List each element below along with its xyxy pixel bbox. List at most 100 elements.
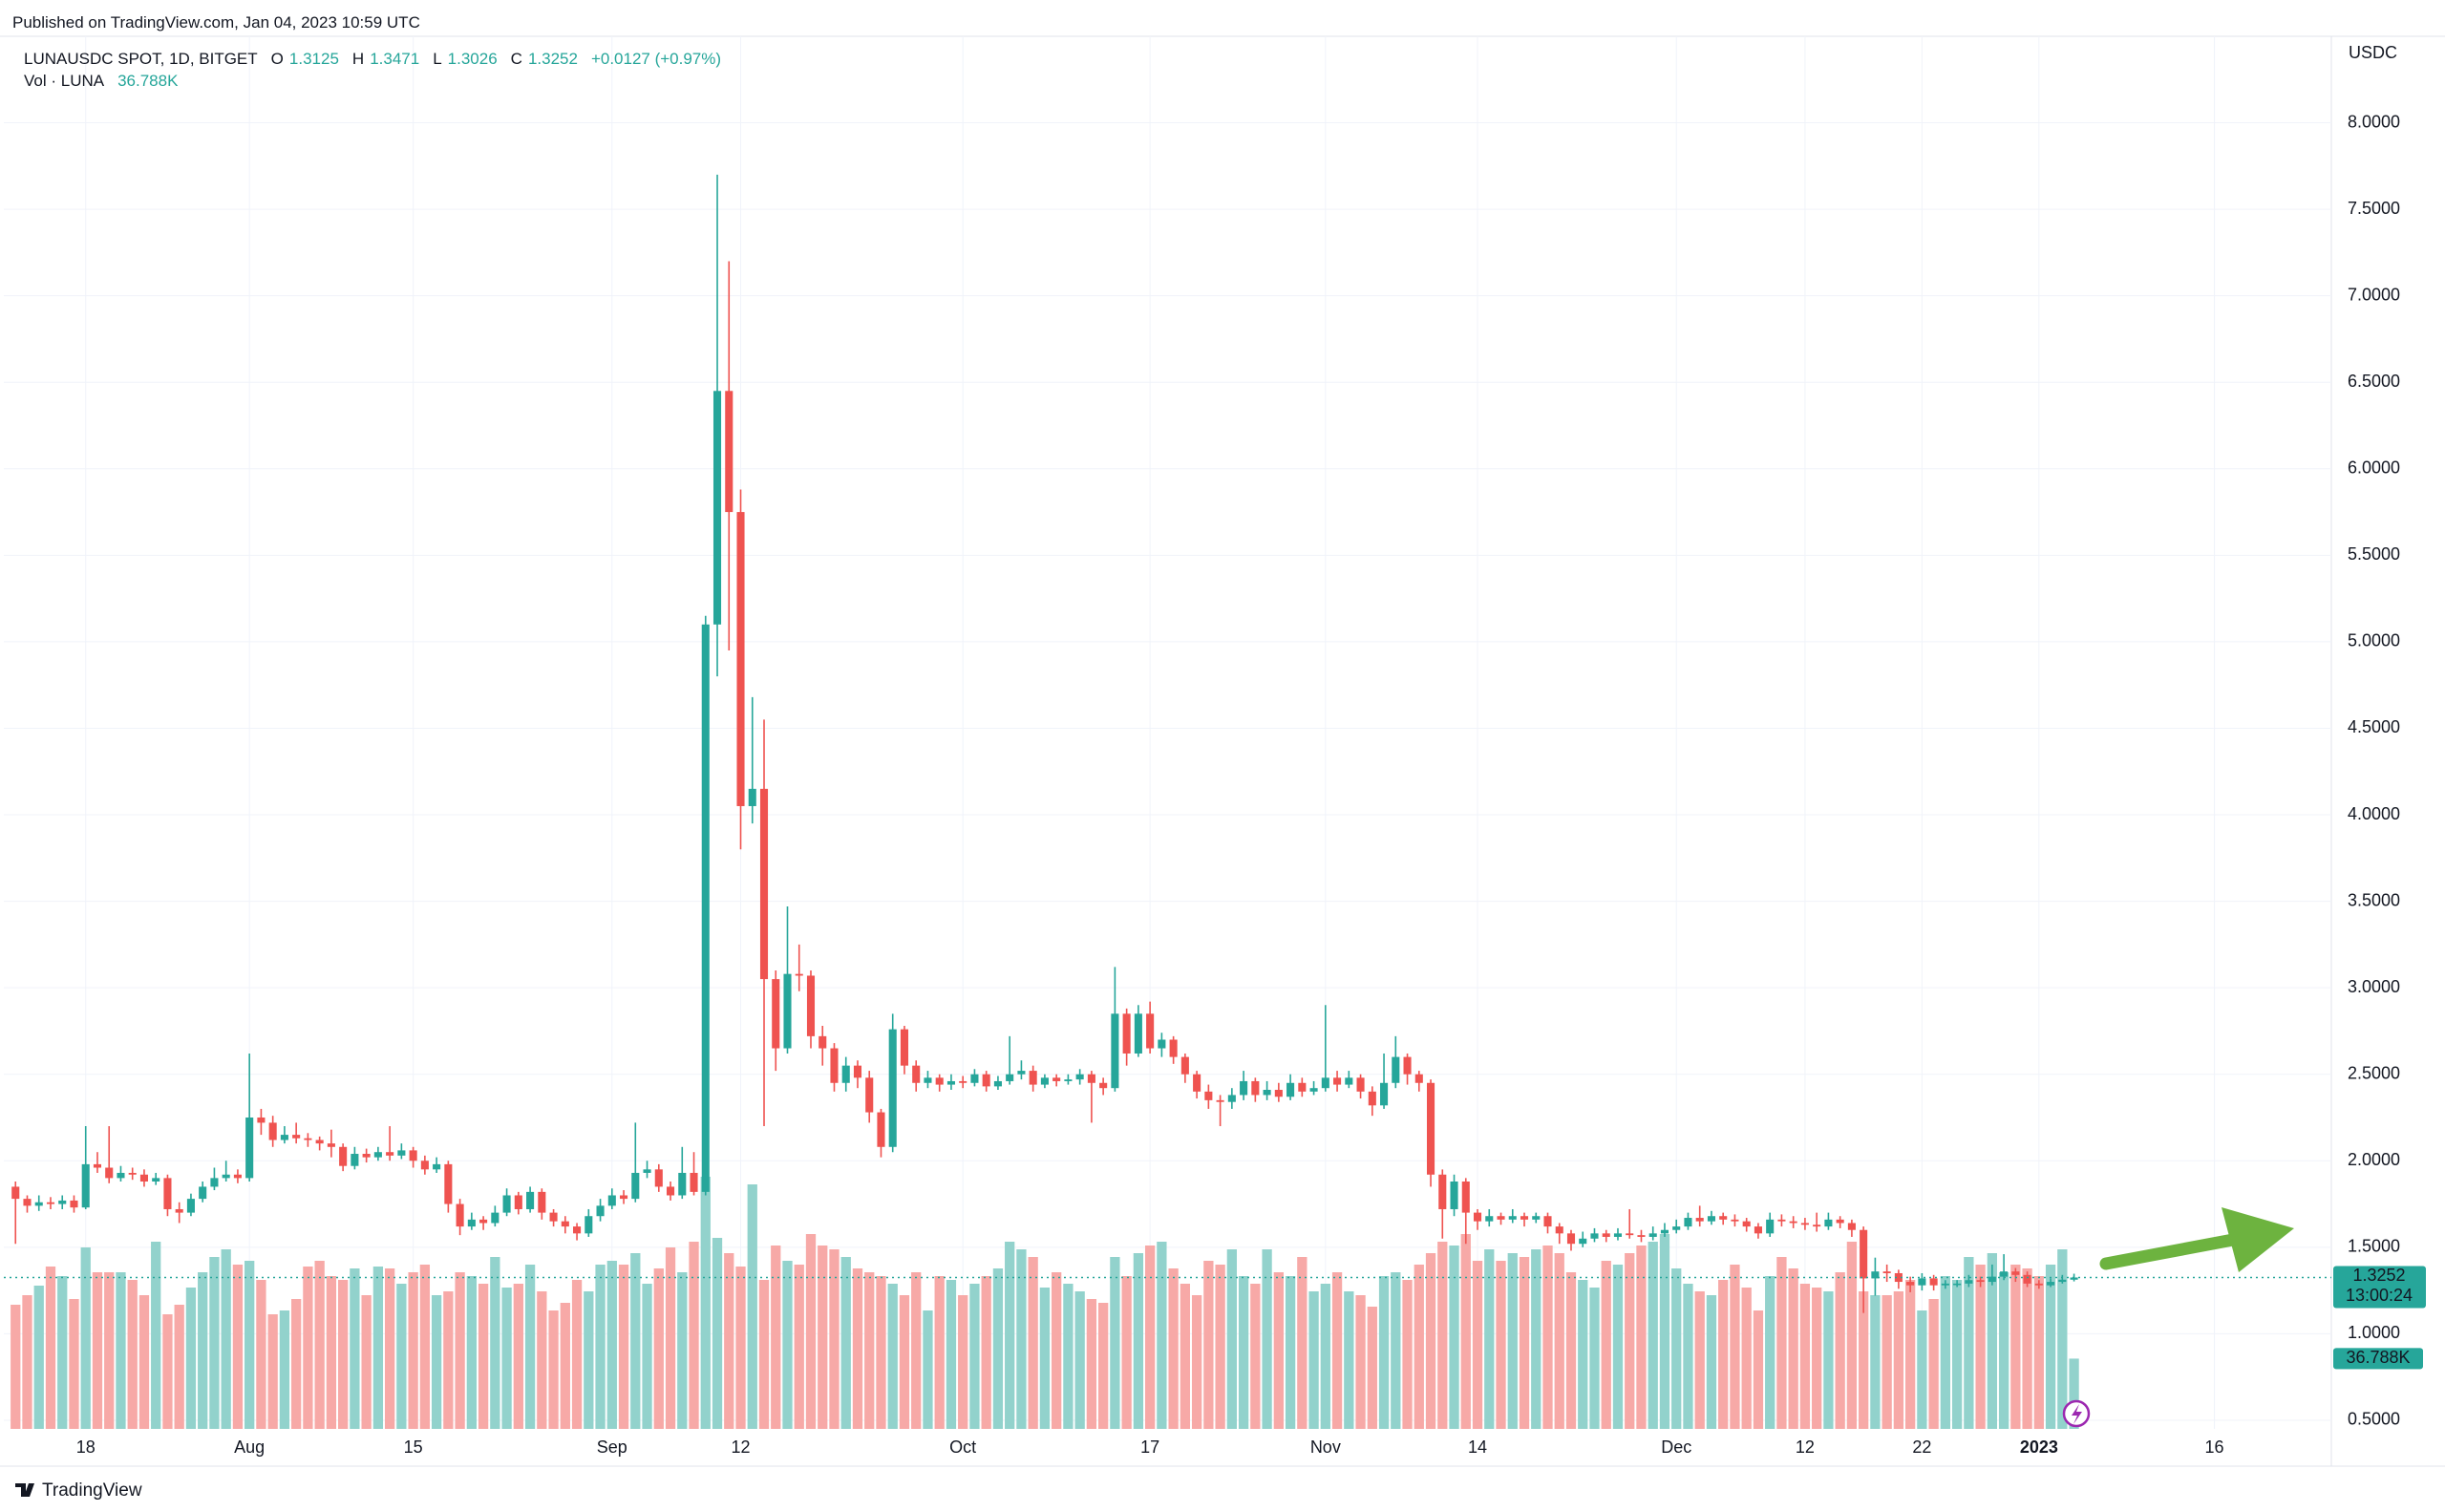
candle-body bbox=[2011, 1271, 2020, 1275]
candle-body bbox=[117, 1172, 125, 1179]
x-tick-label: 18 bbox=[76, 1437, 96, 1457]
volume-badge-label: 36.788K bbox=[2346, 1348, 2410, 1367]
volume-bar bbox=[303, 1267, 313, 1429]
candle-body bbox=[1508, 1216, 1517, 1220]
candle-body bbox=[292, 1135, 301, 1139]
volume-bar bbox=[1355, 1295, 1366, 1429]
candle-body bbox=[327, 1143, 335, 1147]
volume-bar bbox=[1578, 1280, 1588, 1429]
candle-body bbox=[1321, 1077, 1329, 1089]
volume-bar bbox=[1180, 1284, 1191, 1429]
candle-body bbox=[1637, 1235, 1646, 1237]
candle-body bbox=[1497, 1216, 1505, 1220]
volume-bar bbox=[1835, 1272, 1845, 1429]
volume-bar bbox=[1975, 1265, 1986, 1429]
volume-bar bbox=[911, 1272, 922, 1429]
candle-body bbox=[163, 1178, 172, 1209]
candle-body bbox=[514, 1195, 522, 1209]
x-tick-label: 17 bbox=[1140, 1437, 1159, 1457]
candle-body bbox=[946, 1080, 955, 1085]
volume-bar bbox=[443, 1291, 454, 1429]
volume-bar bbox=[232, 1265, 244, 1429]
candle-body bbox=[1087, 1074, 1095, 1083]
candle-body bbox=[502, 1195, 511, 1213]
volume-bar bbox=[876, 1276, 886, 1429]
published: Published on TradingView.com, Jan 04, 20… bbox=[12, 13, 420, 32]
volume-bar bbox=[455, 1272, 465, 1429]
candle-body bbox=[1392, 1056, 1400, 1083]
vol-name: Vol · LUNA bbox=[24, 72, 105, 90]
candle-body bbox=[935, 1077, 944, 1085]
volume-pane bbox=[11, 1177, 2079, 1429]
candle-body bbox=[1368, 1091, 1376, 1106]
candle-body bbox=[2023, 1274, 2031, 1284]
volume-bar bbox=[818, 1246, 828, 1429]
candle-body bbox=[409, 1150, 417, 1161]
volume-bar bbox=[1882, 1295, 1892, 1429]
volume-bar bbox=[174, 1305, 184, 1429]
candle-body bbox=[1040, 1077, 1049, 1085]
volume-bar bbox=[1648, 1242, 1658, 1429]
volume-bar bbox=[1063, 1284, 1074, 1429]
volume-bar bbox=[267, 1314, 278, 1429]
volume-bar bbox=[1589, 1288, 1600, 1429]
volume-bar bbox=[712, 1238, 723, 1429]
candle-body bbox=[1555, 1226, 1563, 1234]
y-tick-label: 3.5000 bbox=[2348, 890, 2400, 909]
flash-icon bbox=[2062, 1399, 2091, 1428]
candle-body bbox=[1800, 1223, 1809, 1225]
candle-body bbox=[210, 1178, 219, 1187]
candle-body bbox=[1473, 1212, 1482, 1222]
candle-body bbox=[1251, 1080, 1260, 1096]
volume-bar bbox=[642, 1284, 652, 1429]
volume-bar bbox=[1437, 1242, 1448, 1429]
low-value: 1.3026 bbox=[447, 50, 498, 68]
candle-body bbox=[222, 1174, 230, 1179]
x-tick-label: Oct bbox=[949, 1437, 976, 1457]
candle-body bbox=[526, 1191, 535, 1209]
candle-body bbox=[830, 1048, 839, 1083]
volume-bar bbox=[209, 1257, 220, 1429]
volume-bar bbox=[1308, 1291, 1319, 1429]
volume-bar bbox=[419, 1265, 431, 1429]
symbol: LUNAUSDC SPOT, 1D, BITGET bbox=[24, 50, 258, 68]
candle-body bbox=[1906, 1282, 1915, 1286]
volume-bar bbox=[1028, 1257, 1038, 1429]
candle-body bbox=[93, 1163, 102, 1168]
candle-body bbox=[304, 1138, 312, 1140]
candle-body bbox=[1169, 1039, 1178, 1057]
candle-body bbox=[433, 1163, 441, 1170]
volume-bar bbox=[350, 1268, 360, 1429]
volume-bar bbox=[326, 1276, 337, 1429]
volume-bar bbox=[22, 1295, 32, 1429]
axis-labels: 0.5000 1.0000 1.5000 2.0000 2.5000 3.0000 3.50… bbox=[76, 112, 2426, 1457]
candle-body bbox=[1719, 1216, 1728, 1220]
y-tick-label: 5.0000 bbox=[2348, 631, 2400, 650]
volume-bar bbox=[1683, 1284, 1693, 1429]
candle-body bbox=[1240, 1080, 1248, 1096]
candle-body bbox=[1988, 1276, 1996, 1283]
candle-body bbox=[607, 1195, 616, 1206]
volume-bar bbox=[724, 1253, 734, 1429]
volume-bar bbox=[1226, 1249, 1237, 1429]
volume-bar bbox=[840, 1257, 851, 1429]
candle-body bbox=[819, 1035, 827, 1049]
volume-bar bbox=[1098, 1303, 1109, 1429]
volume-bar bbox=[127, 1280, 138, 1429]
candle-body bbox=[1602, 1233, 1610, 1237]
volume-bar bbox=[1238, 1276, 1249, 1429]
candle-body bbox=[351, 1154, 359, 1166]
volume-bar bbox=[1262, 1249, 1272, 1429]
volume-bar bbox=[794, 1265, 804, 1429]
candle-body bbox=[373, 1152, 382, 1158]
candle-body bbox=[1695, 1218, 1704, 1222]
volume-bar bbox=[1507, 1253, 1518, 1429]
currency-label: USDC bbox=[2349, 43, 2397, 62]
candle-body bbox=[315, 1139, 324, 1144]
volume-bar bbox=[1951, 1280, 1963, 1429]
volume-bar bbox=[560, 1303, 570, 1429]
candle-body bbox=[888, 1029, 897, 1147]
y-tick-label: 4.0000 bbox=[2348, 804, 2400, 823]
candle-body bbox=[1566, 1233, 1576, 1245]
